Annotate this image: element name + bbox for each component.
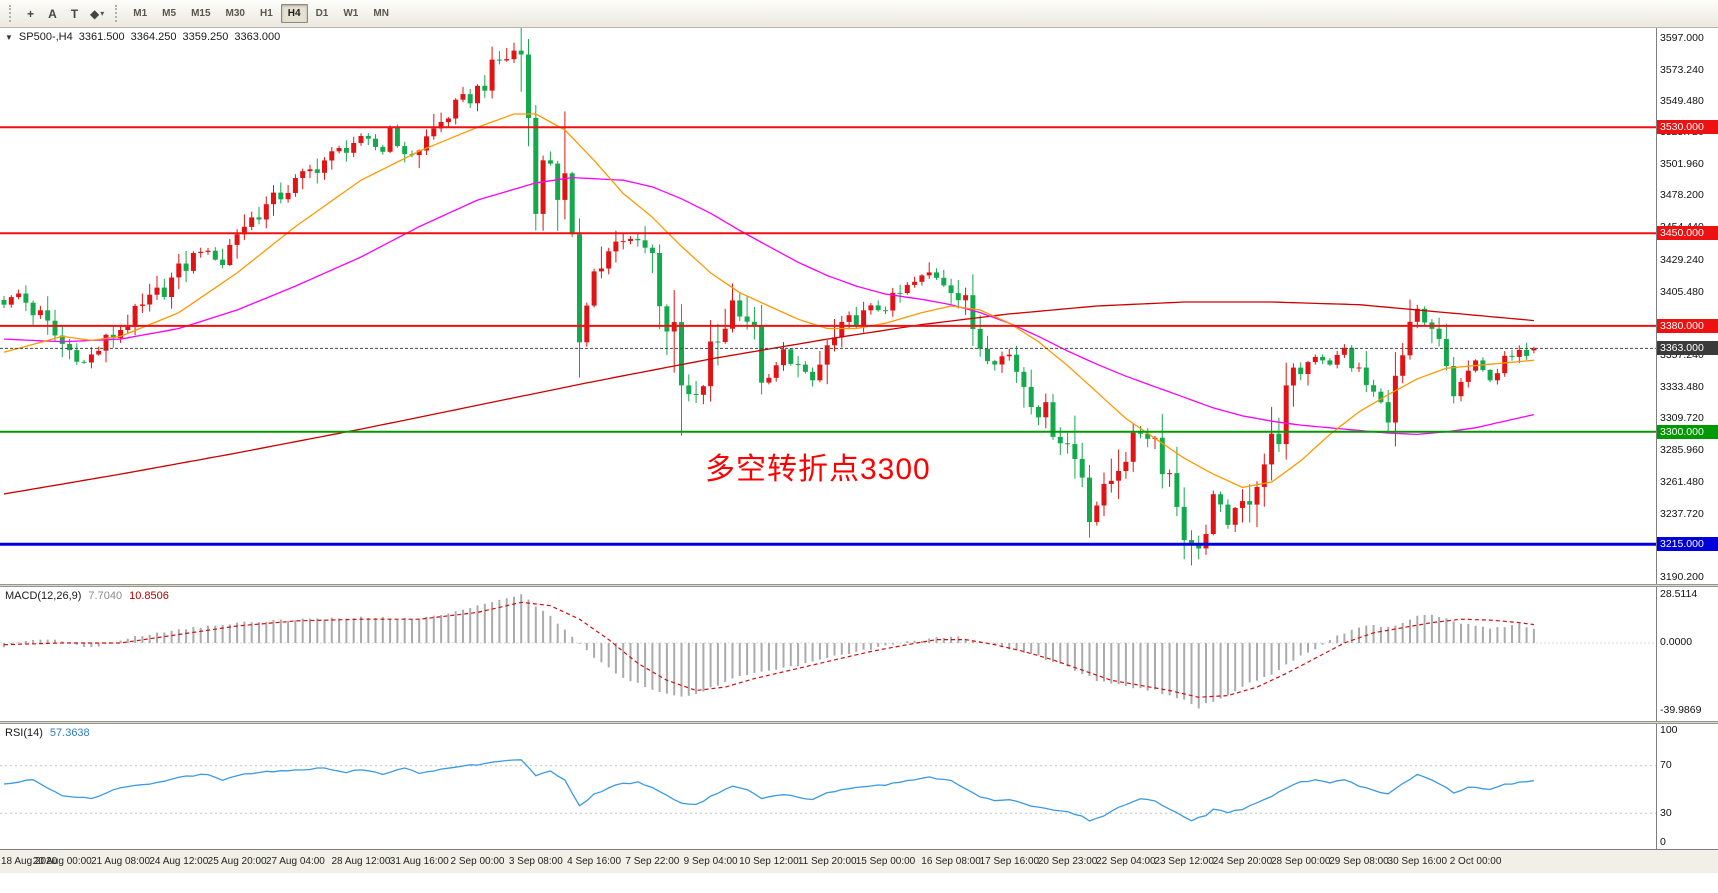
- toolbar-grip[interactable]: [9, 5, 13, 22]
- axis-tick-label: 3261.480: [1660, 476, 1704, 489]
- pane-splitter[interactable]: [0, 721, 1718, 724]
- axis-tick-label: 3597.000: [1660, 32, 1704, 45]
- time-tick-label: 29 Sep 08:00: [1329, 856, 1389, 867]
- axis-tick-label: 28.5114: [1660, 588, 1698, 601]
- axis-tick-label: -39.9869: [1660, 704, 1702, 717]
- time-axis[interactable]: 18 Aug 2020 20 Aug 00:00 21 Aug 08:00 24 Au…: [0, 849, 1718, 873]
- timeframe-button-h4[interactable]: H4: [280, 4, 308, 23]
- time-tick-label: 24 Aug 12:00: [149, 856, 209, 867]
- time-tick-label: 4 Sep 16:00: [567, 856, 622, 867]
- timeframe-button-m1[interactable]: M1: [133, 8, 148, 19]
- macd-main-value: 7.7040: [88, 590, 123, 602]
- price-level-badge: 3450.000: [1657, 226, 1718, 241]
- macd-axis[interactable]: 28.5114 0.0000 -39.9869: [1656, 587, 1718, 721]
- time-tick-label: 2 Oct 00:00: [1449, 856, 1502, 867]
- main-chart-pane: ▼ SP500-,H4 3361.500 3364.250 3359.250 3…: [0, 28, 1718, 584]
- toolbar: + A T ◆ ▾ M1 M5 M15 M30 H1 H4 D1 W1 MN: [0, 0, 1718, 28]
- text-tool-icon[interactable]: A: [48, 6, 57, 21]
- drawing-tools-group: + A T ◆ ▾: [20, 3, 108, 24]
- time-tick-label: 9 Sep 04:00: [683, 856, 738, 867]
- axis-tick-label: 3478.200: [1660, 189, 1704, 202]
- axis-tick-label: 3501.960: [1660, 157, 1704, 170]
- dropdown-caret-icon: ▾: [100, 9, 105, 18]
- axis-tick-label: 3333.480: [1660, 380, 1704, 393]
- time-tick-label: 28 Aug 12:00: [331, 856, 391, 867]
- price-chart-canvas[interactable]: ▼ SP500-,H4 3361.500 3364.250 3359.250 3…: [0, 28, 1656, 584]
- axis-tick-label: 0.0000: [1660, 636, 1693, 649]
- axis-tick-label: 30: [1660, 806, 1672, 819]
- time-tick-label: 20 Sep 23:00: [1037, 856, 1098, 867]
- time-tick-label: 11 Sep 20:00: [797, 856, 857, 867]
- shapes-dropdown-icon[interactable]: ◆ ▾: [90, 6, 105, 21]
- rsi-value: 57.3638: [49, 727, 90, 739]
- time-tick-label: 10 Sep 12:00: [739, 856, 799, 867]
- toolbar-grip[interactable]: [115, 5, 119, 22]
- axis-tick-label: 3429.240: [1660, 254, 1704, 267]
- macd-svg: [0, 594, 1656, 709]
- axis-tick-label: 100: [1660, 724, 1678, 736]
- symbol-expand-icon[interactable]: ▼: [5, 32, 13, 42]
- axis-tick-label: 3573.240: [1660, 63, 1704, 76]
- time-tick-label: 7 Sep 22:00: [625, 856, 680, 867]
- timeframe-button-m30[interactable]: M30: [225, 8, 245, 19]
- price-level-badge: 3380.000: [1657, 318, 1718, 333]
- price-level-badge: 3530.000: [1657, 120, 1718, 135]
- time-tick-label: 28 Sep 00:00: [1270, 856, 1331, 867]
- time-tick-label: 27 Aug 04:00: [265, 856, 325, 867]
- time-tick-label: 2 Sep 00:00: [450, 856, 505, 867]
- time-tick-label: 22 Sep 04:00: [1096, 856, 1156, 867]
- timeframe-button-m5[interactable]: M5: [162, 8, 177, 19]
- time-tick-label: 24 Sep 20:00: [1212, 856, 1273, 867]
- annotation-text[interactable]: 多空转折点3300: [705, 453, 931, 486]
- time-tick-label: 15 Sep 00:00: [855, 856, 916, 867]
- time-tick-label: 23 Sep 12:00: [1154, 856, 1214, 867]
- rsi-svg: [0, 759, 1656, 822]
- time-tick-label: 25 Aug 20:00: [207, 856, 267, 867]
- price-level-badge: 3215.000: [1657, 537, 1718, 552]
- timeframe-button-m15[interactable]: M15: [191, 8, 211, 19]
- rsi-pane: RSI(14) 57.3638 100 70 30 0: [0, 724, 1718, 849]
- axis-tick-label: 3549.480: [1660, 94, 1704, 107]
- timeframe-buttons-group: M1 M5 M15 M30 H1 H4 D1 W1 MN: [126, 4, 396, 23]
- time-tick-label: 17 Sep 16:00: [979, 856, 1040, 867]
- crosshair-icon[interactable]: +: [26, 6, 34, 21]
- macd-chart-canvas[interactable]: MACD(12,26,9) 7.7040 10.8506: [0, 587, 1656, 721]
- pane-splitter[interactable]: [0, 584, 1718, 587]
- time-tick-label: 18 Aug 2020: [1, 856, 58, 867]
- axis-tick-label: 3405.480: [1660, 285, 1704, 298]
- rsi-label: RSI(14) 57.3638: [5, 727, 90, 739]
- time-tick-label: 20 Aug 00:00: [32, 856, 92, 867]
- axis-tick-label: 3285.960: [1660, 443, 1704, 456]
- timeframe-button-w1[interactable]: W1: [343, 8, 359, 19]
- rsi-name: RSI(14): [5, 727, 43, 739]
- rsi-axis[interactable]: 100 70 30 0: [1656, 724, 1718, 849]
- time-tick-label: 16 Sep 08:00: [921, 856, 981, 867]
- time-tick-label: 3 Sep 08:00: [508, 856, 563, 867]
- rsi-chart-canvas[interactable]: RSI(14) 57.3638: [0, 724, 1656, 849]
- axis-tick-label: 3190.200: [1660, 570, 1704, 583]
- price-level-badge: 3363.000: [1657, 341, 1718, 356]
- time-tick-label: 30 Sep 16:00: [1387, 856, 1448, 867]
- timeframe-button-mn[interactable]: MN: [373, 8, 389, 19]
- macd-pane: MACD(12,26,9) 7.7040 10.8506 28.5114 0.00…: [0, 587, 1718, 721]
- axis-tick-label: 3309.720: [1660, 412, 1704, 425]
- axis-tick-label: 0: [1660, 836, 1666, 848]
- time-tick-label: 21 Aug 08:00: [91, 856, 151, 867]
- timeframe-button-h1[interactable]: H1: [259, 8, 273, 19]
- timeframe-button-d1[interactable]: D1: [315, 8, 329, 19]
- candlestick-svg: [0, 28, 1656, 566]
- time-tick-label: 31 Aug 16:00: [389, 856, 449, 867]
- axis-tick-label: 3357.240: [1660, 349, 1704, 362]
- macd-label: MACD(12,26,9) 7.7040 10.8506: [5, 590, 169, 602]
- price-axis[interactable]: 3597.0003573.2403549.4803525.7203501.960…: [1656, 28, 1718, 584]
- price-level-badge: 3300.000: [1657, 424, 1718, 439]
- axis-tick-label: 3237.720: [1660, 507, 1704, 520]
- axis-tick-label: 70: [1660, 759, 1672, 772]
- text-label-tool-icon[interactable]: T: [70, 6, 79, 21]
- macd-name: MACD(12,26,9): [5, 590, 82, 602]
- macd-signal-value: 10.8506: [129, 590, 169, 602]
